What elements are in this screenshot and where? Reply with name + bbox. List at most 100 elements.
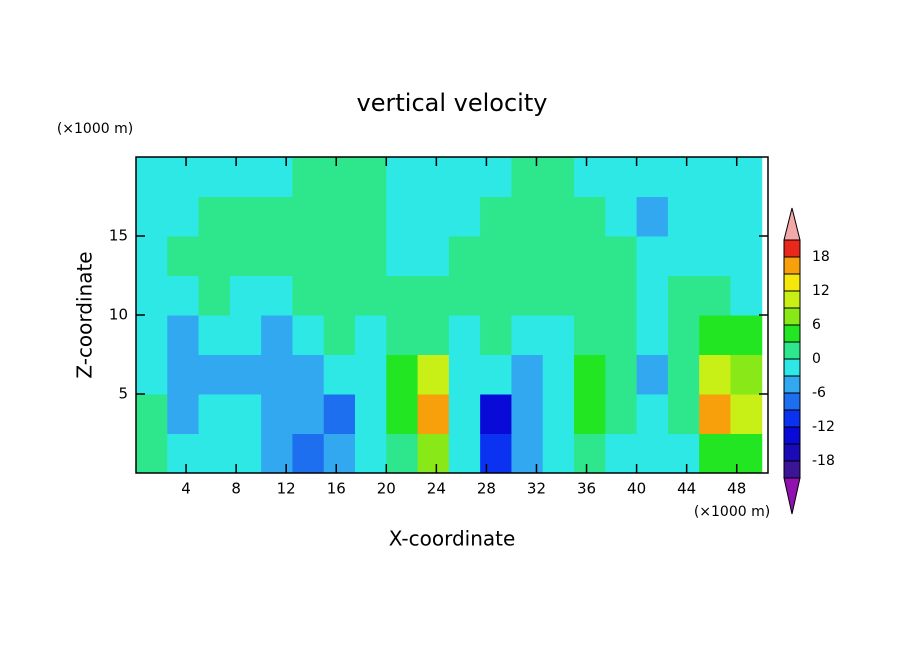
colorbar-tick-label: 6 — [812, 317, 821, 333]
chart-title: vertical velocity — [357, 89, 548, 117]
colorbar-box — [783, 426, 801, 445]
contour-cell — [542, 275, 575, 316]
contour-cell — [417, 236, 450, 276]
contour-cell — [198, 157, 231, 197]
contour-cell — [448, 275, 481, 316]
x-tick-label: 40 — [627, 480, 646, 498]
colorbar-tick-label: -12 — [812, 419, 835, 435]
contour-cell — [386, 157, 419, 197]
y-unit: (×1000 m) — [57, 121, 133, 137]
colorbar-triangle — [783, 477, 801, 515]
contour-cell — [511, 354, 544, 395]
contour-cell — [542, 236, 575, 276]
y-axis-label: Z-coordinate — [73, 251, 97, 378]
y-tick-label: 15 — [109, 227, 128, 245]
contour-cell — [386, 196, 419, 237]
contour-cell — [261, 275, 293, 316]
contour-cell — [386, 433, 419, 474]
colorbar-tick-label: -18 — [812, 453, 835, 469]
contour-cell — [229, 236, 262, 276]
contour-cell — [167, 236, 200, 276]
contour-cell — [417, 275, 450, 316]
contour-cell — [667, 315, 700, 355]
contour-cell — [229, 394, 262, 434]
contour-cell — [417, 315, 450, 355]
contour-cell — [229, 157, 262, 197]
colorbar-box — [783, 239, 801, 258]
contour-cell — [229, 433, 262, 474]
x-tick-label: 16 — [327, 480, 346, 498]
contour-cell — [292, 275, 325, 316]
contour-cell — [198, 354, 231, 395]
contour-cell — [417, 354, 450, 395]
contour-cell — [667, 157, 700, 197]
contour-cell — [542, 433, 575, 474]
contour-cell — [136, 433, 168, 474]
colorbar-box — [783, 324, 801, 343]
contour-cell — [480, 196, 512, 237]
contour-cell — [605, 354, 638, 395]
contour-cell — [323, 433, 356, 474]
contour-cell — [574, 157, 606, 197]
contour-cell — [198, 236, 231, 276]
y-tick-label: 10 — [109, 306, 128, 324]
colorbar-box — [783, 392, 801, 411]
x-tick-label: 48 — [727, 480, 746, 498]
contour-cell — [355, 275, 387, 316]
contour-cell — [261, 315, 293, 355]
colorbar-box — [783, 341, 801, 360]
colorbar-tick-label: 0 — [812, 351, 821, 367]
colorbar-tick-label: -6 — [812, 385, 826, 401]
x-tick-label: 32 — [527, 480, 546, 498]
contour-cell — [448, 354, 481, 395]
contour-cell — [667, 196, 700, 237]
contour-cell — [448, 394, 481, 434]
contour-cell — [605, 394, 638, 434]
contour-cell — [699, 315, 731, 355]
contour-cell — [605, 433, 638, 474]
contour-cell — [417, 394, 450, 434]
contour-cell — [167, 433, 200, 474]
contour-cell — [480, 275, 512, 316]
contour-cell — [730, 196, 763, 237]
contour-cell — [355, 236, 387, 276]
contour-cell — [636, 354, 669, 395]
contour-cell — [448, 315, 481, 355]
colorbar-box — [783, 443, 801, 462]
contour-cell — [386, 354, 419, 395]
colorbar-box — [783, 290, 801, 309]
contour-cell — [574, 236, 606, 276]
contour-cell — [323, 196, 356, 237]
contour-cell — [542, 354, 575, 395]
contour-cell — [511, 275, 544, 316]
contour-cell — [730, 433, 763, 474]
colorbar-box — [783, 460, 801, 479]
contour-cell — [323, 236, 356, 276]
contour-cell — [136, 275, 168, 316]
contour-cell — [167, 394, 200, 434]
x-tick-label: 28 — [477, 480, 496, 498]
x-unit: (×1000 m) — [694, 504, 770, 520]
contour-cell — [605, 196, 638, 237]
contour-cell — [511, 196, 544, 237]
x-tick-label: 20 — [377, 480, 396, 498]
contour-cell — [323, 157, 356, 197]
contour-cell — [667, 354, 700, 395]
contour-cell — [542, 157, 575, 197]
contour-cell — [636, 394, 669, 434]
contour-cell — [198, 433, 231, 474]
contour-cell — [448, 157, 481, 197]
contour-cell — [229, 315, 262, 355]
contour-cell — [292, 157, 325, 197]
contour-cell — [292, 315, 325, 355]
contour-cell — [167, 157, 200, 197]
colorbar-box — [783, 307, 801, 326]
colorbar-tick-label: 12 — [812, 283, 830, 299]
contour-cell — [511, 157, 544, 197]
contour-cell — [229, 196, 262, 237]
contour-cell — [699, 354, 731, 395]
contour-cell — [667, 236, 700, 276]
contour-cell — [605, 315, 638, 355]
contour-cell — [355, 196, 387, 237]
contour-cell — [386, 394, 419, 434]
